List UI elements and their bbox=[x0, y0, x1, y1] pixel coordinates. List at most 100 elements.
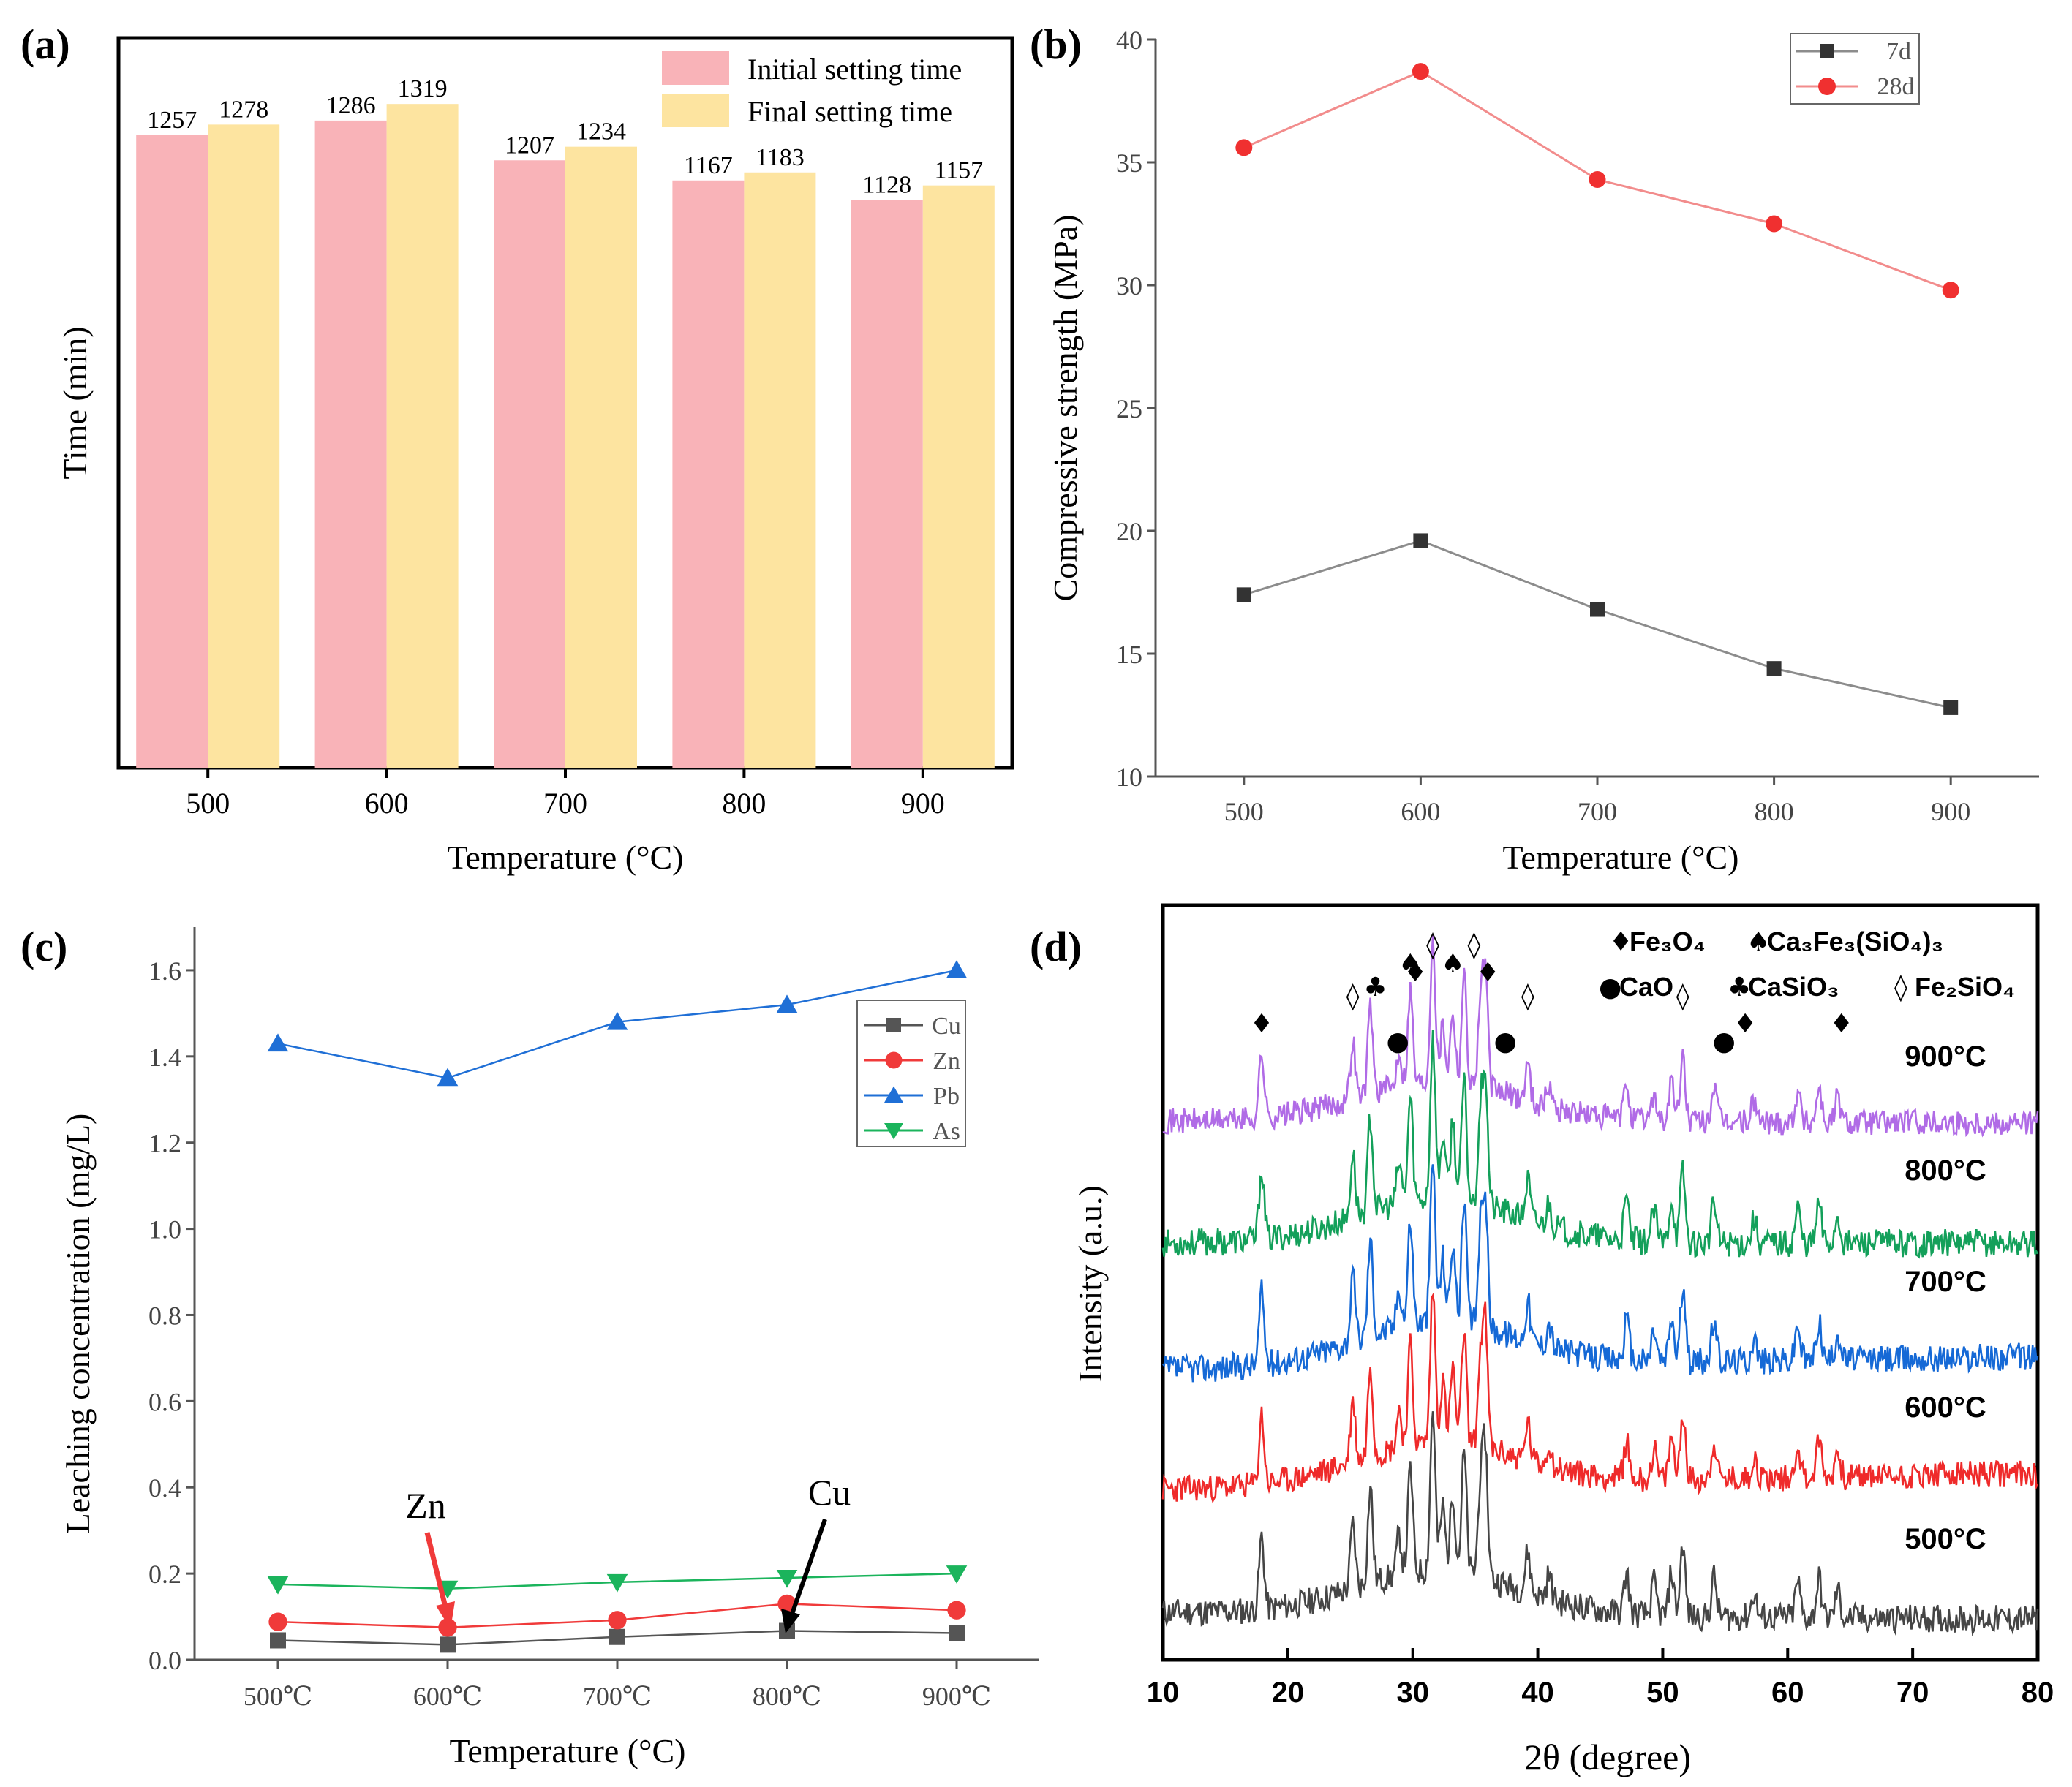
point-Zn-700℃ bbox=[608, 1611, 627, 1630]
xrd-trace-900°C bbox=[1162, 934, 2039, 1138]
panel-c: (c) 0.0 0.2 0.4 0.6 0.8 1.0 1.2 1.4 1.6 500℃ 600℃ 7… bbox=[20, 923, 1039, 1769]
annotation-zn-arrowhead bbox=[436, 1601, 455, 1629]
x-tick-label: 900 bbox=[901, 787, 945, 820]
point-Cu-600℃ bbox=[440, 1636, 456, 1653]
peak-marker: ♦ bbox=[1404, 958, 1427, 988]
y-tick-label: 1.6 bbox=[148, 956, 181, 986]
point-As-700℃ bbox=[606, 1573, 628, 1593]
legend-d-phase: Fe₃O₄ bbox=[1630, 926, 1706, 956]
bar-value-label: 1257 bbox=[147, 107, 197, 134]
legend-a-swatch-final bbox=[662, 94, 729, 127]
legend-c-marker-Pb bbox=[884, 1086, 903, 1103]
point-Zn-500℃ bbox=[268, 1612, 287, 1631]
peak-marker: ♦ bbox=[1830, 1009, 1853, 1039]
x-tick-label: 700℃ bbox=[583, 1682, 652, 1711]
point-28d-900 bbox=[1942, 282, 1959, 299]
peak-marker: ● bbox=[1712, 1027, 1735, 1057]
xrd-trace-700°C bbox=[1162, 1164, 2039, 1383]
point-Cu-900℃ bbox=[949, 1625, 965, 1641]
point-28d-600 bbox=[1412, 63, 1429, 80]
panel-a-ylabel: Time (min) bbox=[56, 326, 94, 479]
x-tick-label: 600℃ bbox=[413, 1682, 482, 1711]
legend-b-28d-marker bbox=[1818, 78, 1836, 95]
bar-value-label: 1128 bbox=[862, 172, 911, 199]
y-tick-label: 40 bbox=[1116, 26, 1142, 55]
point-As-900℃ bbox=[946, 1565, 968, 1584]
bar-600-final bbox=[386, 104, 459, 768]
peak-marker: ♦ bbox=[1476, 958, 1499, 988]
bar-value-label: 1278 bbox=[219, 96, 268, 123]
point-Pb-700℃ bbox=[606, 1011, 628, 1030]
bar-value-label: 1157 bbox=[934, 157, 983, 184]
y-tick-label: 25 bbox=[1116, 394, 1142, 423]
peak-marker: ♦ bbox=[1250, 1009, 1273, 1039]
y-tick-label: 30 bbox=[1116, 271, 1142, 301]
y-tick-label: 0.2 bbox=[148, 1560, 181, 1589]
peak-marker: ◊ bbox=[1468, 930, 1481, 960]
point-28d-700 bbox=[1589, 171, 1606, 189]
legend-c-label-Cu: Cu bbox=[932, 1013, 961, 1040]
legend-c-marker-Zn bbox=[885, 1051, 903, 1069]
y-tick-label: 1.2 bbox=[148, 1129, 181, 1158]
peak-marker: ◊ bbox=[1521, 981, 1534, 1011]
bar-800-initial bbox=[672, 180, 745, 768]
panel-a: (a) 1257 1278 1286 1319 1207 1234 1167 1183 1128… bbox=[20, 20, 1014, 876]
panel-c-ylabel: Leaching concentration (mg/L) bbox=[59, 1114, 97, 1534]
panel-d-xlabel: 2θ (degree) bbox=[1524, 1737, 1691, 1777]
legend-a-swatch-initial bbox=[662, 51, 729, 85]
point-7d-600 bbox=[1413, 533, 1428, 548]
y-tick-label: 1.0 bbox=[148, 1215, 181, 1244]
peak-marker: ♦ bbox=[1733, 1009, 1757, 1039]
trace-label-700°C: 700°C bbox=[1905, 1266, 1986, 1298]
point-Pb-500℃ bbox=[267, 1033, 289, 1052]
x-tick-label: 800 bbox=[722, 787, 766, 820]
x-tick-label: 900℃ bbox=[922, 1682, 991, 1711]
trace-label-900°C: 900°C bbox=[1905, 1040, 1986, 1073]
point-As-800℃ bbox=[776, 1570, 798, 1588]
legend-d-symbol: ♦ bbox=[1609, 927, 1632, 957]
xrd-trace-600°C bbox=[1161, 1292, 2039, 1504]
point-Zn-600℃ bbox=[438, 1618, 457, 1637]
peak-marker: ● bbox=[1387, 1027, 1409, 1057]
legend-a-initial: Initial setting time bbox=[747, 53, 962, 86]
panel-d-frame bbox=[1161, 903, 2040, 1662]
peak-marker: ♣ bbox=[1363, 972, 1387, 1002]
legend-c-marker-Cu bbox=[886, 1018, 901, 1032]
x-tick-label: 500℃ bbox=[244, 1682, 312, 1711]
y-tick-label: 0.4 bbox=[148, 1473, 181, 1503]
x-tick-label: 800 bbox=[1755, 797, 1794, 826]
bar-value-label: 1234 bbox=[576, 118, 626, 146]
x-tick-label: 80 bbox=[2022, 1677, 2054, 1709]
legend-d-phase: Fe₂SiO₄ bbox=[1915, 972, 2015, 1002]
x-tick-label: 900 bbox=[1931, 797, 1970, 826]
point-28d-500 bbox=[1235, 139, 1253, 156]
bar-700-initial bbox=[494, 160, 565, 768]
panel-c-xlabel: Temperature (°C) bbox=[450, 1732, 686, 1769]
annotation-zn-arrow bbox=[424, 1532, 450, 1614]
y-tick-label: 35 bbox=[1116, 148, 1142, 178]
annotation-cu-arrowhead bbox=[781, 1609, 800, 1633]
panel-d-label: (d) bbox=[1030, 923, 1082, 970]
y-tick-label: 0.8 bbox=[148, 1301, 181, 1330]
peak-marker: ◊ bbox=[1346, 981, 1360, 1011]
x-tick-label: 600 bbox=[1401, 797, 1440, 826]
bar-900-final bbox=[922, 185, 995, 768]
panel-a-xlabel: Temperature (°C) bbox=[448, 839, 684, 876]
bar-600-initial bbox=[314, 120, 387, 768]
legend-a-final: Final setting time bbox=[747, 95, 952, 128]
y-tick-label: 20 bbox=[1116, 517, 1142, 546]
point-7d-700 bbox=[1590, 602, 1605, 617]
trace-label-800°C: 800°C bbox=[1905, 1155, 1986, 1187]
x-tick-label: 700 bbox=[1578, 797, 1617, 826]
peak-marker: ♠ bbox=[1398, 949, 1422, 979]
legend-c-label-As: As bbox=[933, 1118, 960, 1145]
panel-b: (b) 10 15 20 25 30 35 40 500 600 700 800 900 7d 28d… bbox=[1030, 20, 2039, 876]
point-As-500℃ bbox=[267, 1576, 289, 1595]
point-7d-500 bbox=[1236, 587, 1251, 602]
y-tick-label: 0.0 bbox=[148, 1646, 181, 1675]
point-7d-800 bbox=[1766, 661, 1782, 676]
legend-d-phase: CaO bbox=[1619, 972, 1673, 1002]
peak-marker: ♠ bbox=[1441, 949, 1464, 979]
legend-d-symbol: ♣ bbox=[1728, 972, 1751, 1002]
